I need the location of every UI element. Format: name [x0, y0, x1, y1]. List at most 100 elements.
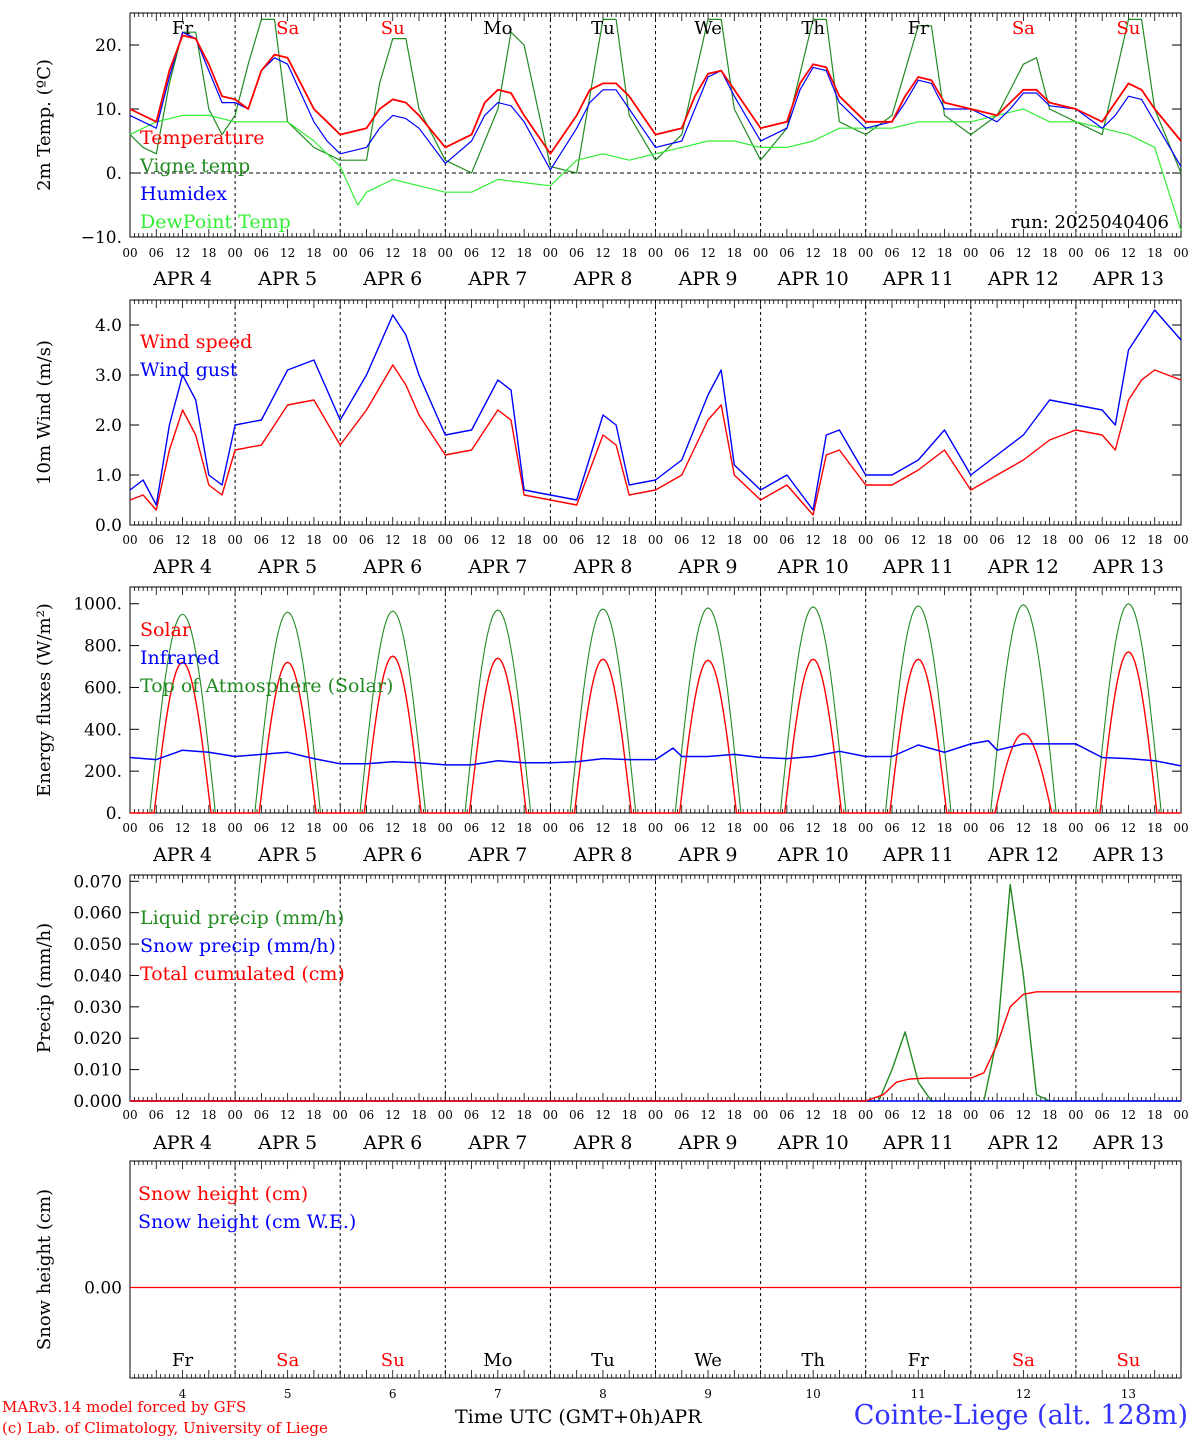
model-credit: MARv3.14 model forced by GFS [2, 1398, 247, 1416]
date-label: APR 13 [1092, 844, 1164, 866]
date-label: APR 11 [882, 1132, 954, 1154]
date-label: APR 9 [678, 268, 738, 290]
hour-tick-label: 12 [175, 1108, 190, 1122]
hour-tick-label: 00 [753, 821, 768, 835]
lab-credit: (c) Lab. of Climatology, University of L… [2, 1419, 328, 1437]
station-name: Cointe-Liege (alt. 128m) [853, 1400, 1188, 1431]
y-tick-label: 0.010 [73, 1061, 122, 1081]
hour-tick-label: 00 [963, 821, 978, 835]
hour-tick-label: 06 [779, 246, 794, 260]
y-tick-label: 2.0 [95, 416, 122, 436]
hour-tick-label: 00 [122, 246, 137, 260]
date-label: APR 12 [987, 1132, 1059, 1154]
hour-tick-label: 12 [700, 533, 715, 547]
date-label: APR 7 [467, 1132, 527, 1154]
hour-tick-label: 18 [1147, 533, 1162, 547]
date-label: APR 9 [678, 1132, 738, 1154]
hour-tick-label: 12 [1121, 533, 1136, 547]
date-label: APR 6 [362, 268, 422, 290]
hour-tick-label: 06 [884, 246, 899, 260]
y-tick-label: 800. [84, 637, 122, 657]
y-tick-label: 600. [84, 678, 122, 698]
hour-tick-label: 00 [963, 533, 978, 547]
weekday-label: Su [1116, 18, 1140, 39]
weekday-label: Tu [591, 1350, 615, 1371]
date-label: APR 13 [1092, 268, 1164, 290]
date-label: APR 7 [467, 268, 527, 290]
hour-tick-label: 18 [306, 821, 321, 835]
hour-tick-label: 12 [385, 821, 400, 835]
hour-tick-label: 18 [727, 533, 742, 547]
series-infrared [129, 740, 1182, 767]
date-label: APR 12 [987, 268, 1059, 290]
hour-tick-label: 18 [1042, 246, 1057, 260]
hour-tick-label: 12 [385, 246, 400, 260]
date-label: APR 7 [467, 844, 527, 866]
hour-tick-label: 00 [227, 1108, 242, 1122]
hour-tick-label: 18 [201, 1108, 216, 1122]
hour-tick-label: 12 [1016, 1108, 1031, 1122]
date-label: APR 4 [152, 1132, 212, 1154]
date-label: APR 11 [882, 268, 954, 290]
y-tick-label: 0. [106, 164, 122, 184]
y-tick-label: 3.0 [95, 366, 122, 386]
hour-tick-label: 12 [911, 821, 926, 835]
weekday-label: Fr [908, 1350, 929, 1371]
hour-tick-label: 12 [1016, 821, 1031, 835]
date-label: APR 10 [777, 556, 849, 578]
date-label: APR 10 [777, 1132, 849, 1154]
legend-vigne-temp: Vigne temp [139, 155, 250, 177]
hour-tick-label: 12 [1016, 533, 1031, 547]
hour-tick-label: 06 [1095, 821, 1110, 835]
legend-wind-gust: Wind gust [140, 359, 238, 381]
y-tick-label: −10. [81, 228, 122, 248]
series-solar [130, 651, 1181, 814]
hour-tick-label: 06 [464, 1108, 479, 1122]
hour-tick-label: 12 [595, 1108, 610, 1122]
hour-tick-label: 18 [1042, 533, 1057, 547]
hour-tick-label: 18 [201, 246, 216, 260]
legend-humidex: Humidex [140, 183, 227, 205]
hour-tick-label: 12 [595, 821, 610, 835]
hour-tick-label: 00 [1068, 246, 1083, 260]
weekday-label: Su [381, 18, 405, 39]
y-tick-label: 0.040 [73, 966, 122, 986]
legend-snow-precip-mm-h-: Snow precip (mm/h) [140, 935, 336, 957]
date-label: APR 13 [1092, 556, 1164, 578]
hour-tick-label: 06 [569, 821, 584, 835]
hour-tick-label: 12 [595, 246, 610, 260]
series-dewpoint-temp [129, 108, 1182, 231]
day-number-label: 5 [284, 1387, 292, 1401]
hour-tick-label: 06 [884, 821, 899, 835]
date-label: APR 13 [1092, 1132, 1164, 1154]
date-label: APR 8 [572, 556, 632, 578]
hour-tick-label: 12 [490, 1108, 505, 1122]
y-tick-label: 0.060 [73, 904, 122, 924]
hour-tick-label: 18 [516, 821, 531, 835]
day-number-label: 4 [179, 1387, 187, 1401]
y-tick-label: 0.020 [73, 1029, 122, 1049]
series-temperature [129, 34, 1182, 155]
weekday-label: Sa [276, 1350, 299, 1371]
y-tick-label: 0.00 [84, 1279, 122, 1299]
hour-tick-label: 06 [674, 533, 689, 547]
hour-tick-label: 00 [438, 246, 453, 260]
hour-tick-label: 18 [201, 533, 216, 547]
hour-tick-label: 12 [806, 246, 821, 260]
hour-tick-label: 18 [1042, 821, 1057, 835]
y-axis-label: Snow height (cm) [34, 1189, 55, 1350]
hour-tick-label: 00 [963, 246, 978, 260]
date-label: APR 6 [362, 1132, 422, 1154]
legend-liquid-precip-mm-h-: Liquid precip (mm/h) [140, 907, 344, 929]
date-label: APR 10 [777, 844, 849, 866]
hour-tick-label: 00 [227, 246, 242, 260]
legend-wind-speed: Wind speed [140, 331, 252, 353]
hour-tick-label: 00 [648, 1108, 663, 1122]
date-label: APR 11 [882, 556, 954, 578]
hour-tick-label: 18 [1147, 821, 1162, 835]
hour-tick-label: 06 [254, 246, 269, 260]
series-humidex [129, 31, 1182, 171]
series-vigne-temp [129, 18, 1182, 174]
hour-tick-label: 00 [1173, 821, 1188, 835]
day-number-label: 7 [494, 1387, 502, 1401]
